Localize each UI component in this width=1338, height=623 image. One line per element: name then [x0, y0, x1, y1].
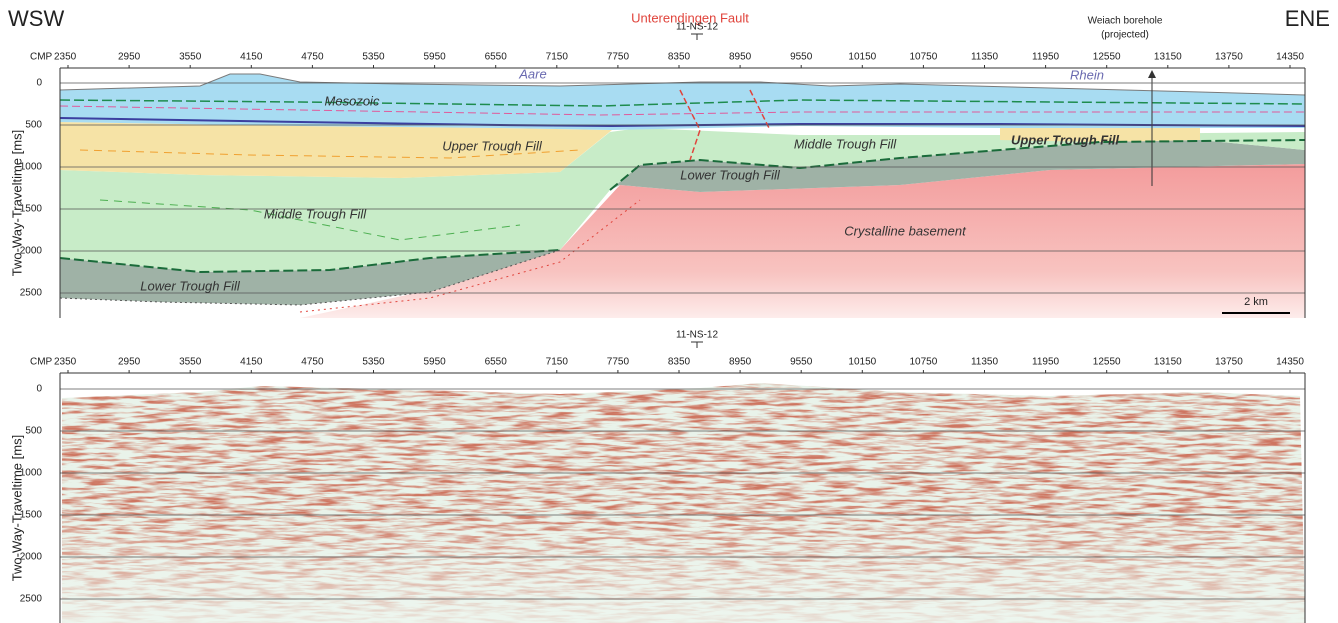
x-tick-label: 11950 — [1032, 52, 1060, 63]
x-tick-label: 10150 — [848, 357, 876, 368]
x-tick-label: 10750 — [909, 52, 937, 63]
x-tick-label: 8350 — [668, 52, 691, 63]
x-tick-label: 13750 — [1215, 357, 1243, 368]
x-axis-label: CMP — [30, 357, 53, 368]
x-tick-label: 12550 — [1093, 357, 1121, 368]
x-tick-label: 13150 — [1154, 357, 1182, 368]
layer-label: Crystalline basement — [844, 223, 967, 238]
x-tick-label: 3550 — [179, 52, 202, 63]
y-tick-label: 2000 — [20, 552, 43, 563]
line-name: 11-NS-12 — [676, 22, 718, 33]
x-tick-label: 7150 — [546, 357, 569, 368]
x-tick-label: 2350 — [54, 52, 77, 63]
x-tick-label: 4750 — [301, 52, 324, 63]
x-tick-label: 7750 — [607, 52, 630, 63]
layer-label: Upper Trough Fill — [442, 138, 543, 153]
fault-label: Unterendingen Fault — [631, 10, 749, 25]
x-tick-label: 2350 — [54, 357, 77, 368]
x-tick-label: 14350 — [1276, 357, 1304, 368]
x-tick-label: 6550 — [485, 52, 508, 63]
y-axis-label: Two-Way-Traveltime [ms] — [9, 130, 24, 276]
y-tick-label: 500 — [25, 120, 42, 131]
x-tick-label: 5350 — [362, 357, 385, 368]
y-tick-label: 0 — [36, 78, 42, 89]
x-tick-label: 8350 — [668, 357, 691, 368]
x-tick-label: 14350 — [1276, 52, 1304, 63]
x-tick-label: 10150 — [848, 52, 876, 63]
y-tick-label: 1000 — [20, 468, 43, 479]
x-tick-label: 5350 — [362, 52, 385, 63]
y-axis-label: Two-Way-Traveltime [ms] — [9, 435, 24, 581]
x-axis-label: CMP — [30, 52, 53, 63]
y-tick-label: 2000 — [20, 246, 43, 257]
seismic — [62, 383, 1305, 623]
direction-left: WSW — [8, 6, 64, 31]
layer-label: Rhein — [1070, 67, 1104, 82]
x-tick-label: 3550 — [179, 357, 202, 368]
x-tick-label: 5950 — [423, 357, 446, 368]
x-tick-label: 11350 — [971, 52, 999, 63]
x-tick-label: 10750 — [909, 357, 937, 368]
x-tick-label: 11350 — [971, 357, 999, 368]
borehole-note: (projected) — [1101, 30, 1149, 41]
y-tick-label: 1500 — [20, 204, 43, 215]
x-tick-label: 13150 — [1154, 52, 1182, 63]
x-tick-label: 8950 — [729, 52, 752, 63]
y-tick-label: 1500 — [20, 510, 43, 521]
x-tick-label: 13750 — [1215, 52, 1243, 63]
x-tick-label: 5950 — [423, 52, 446, 63]
layer-label: Aare — [518, 66, 546, 81]
y-tick-label: 1000 — [20, 162, 43, 173]
line-name: 11-NS-12 — [676, 330, 718, 341]
direction-right: ENE — [1285, 6, 1330, 31]
x-tick-label: 9550 — [790, 52, 813, 63]
x-tick-label: 8950 — [729, 357, 752, 368]
x-tick-label: 12550 — [1093, 52, 1121, 63]
x-tick-label: 2950 — [118, 357, 141, 368]
layer-label: Middle Trough Fill — [794, 136, 897, 151]
x-tick-label: 6550 — [485, 357, 508, 368]
y-tick-label: 2500 — [20, 594, 43, 605]
x-tick-label: 4150 — [240, 357, 263, 368]
borehole-label: Weiach borehole — [1088, 16, 1163, 27]
scale-label: 2 km — [1244, 296, 1268, 308]
geology — [59, 68, 1306, 318]
x-tick-label: 7750 — [607, 357, 630, 368]
x-tick-label: 11950 — [1032, 357, 1060, 368]
layer-label: Middle Trough Fill — [264, 206, 367, 221]
y-tick-label: 2500 — [20, 288, 43, 299]
layer-label: Lower Trough Fill — [140, 278, 241, 293]
layer-label: Upper Trough Fill — [1011, 132, 1119, 147]
x-tick-label: 7150 — [546, 52, 569, 63]
y-tick-label: 0 — [36, 384, 42, 395]
x-tick-label: 4750 — [301, 357, 324, 368]
x-tick-label: 2950 — [118, 52, 141, 63]
layer-label: Mesozoic — [325, 93, 380, 108]
x-tick-label: 4150 — [240, 52, 263, 63]
layer-label: Lower Trough Fill — [680, 167, 781, 182]
x-tick-label: 9550 — [790, 357, 813, 368]
y-tick-label: 500 — [25, 426, 42, 437]
